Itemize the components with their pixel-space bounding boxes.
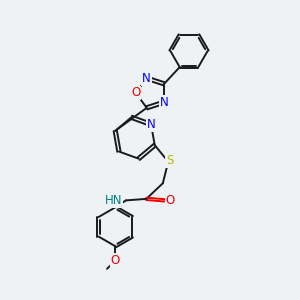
Text: N: N <box>147 118 155 131</box>
Text: O: O <box>131 86 140 100</box>
Text: HN: HN <box>105 194 122 207</box>
Text: N: N <box>160 96 169 109</box>
Text: S: S <box>166 154 173 167</box>
Text: O: O <box>111 254 120 267</box>
Text: N: N <box>142 72 151 85</box>
Text: O: O <box>166 194 175 207</box>
